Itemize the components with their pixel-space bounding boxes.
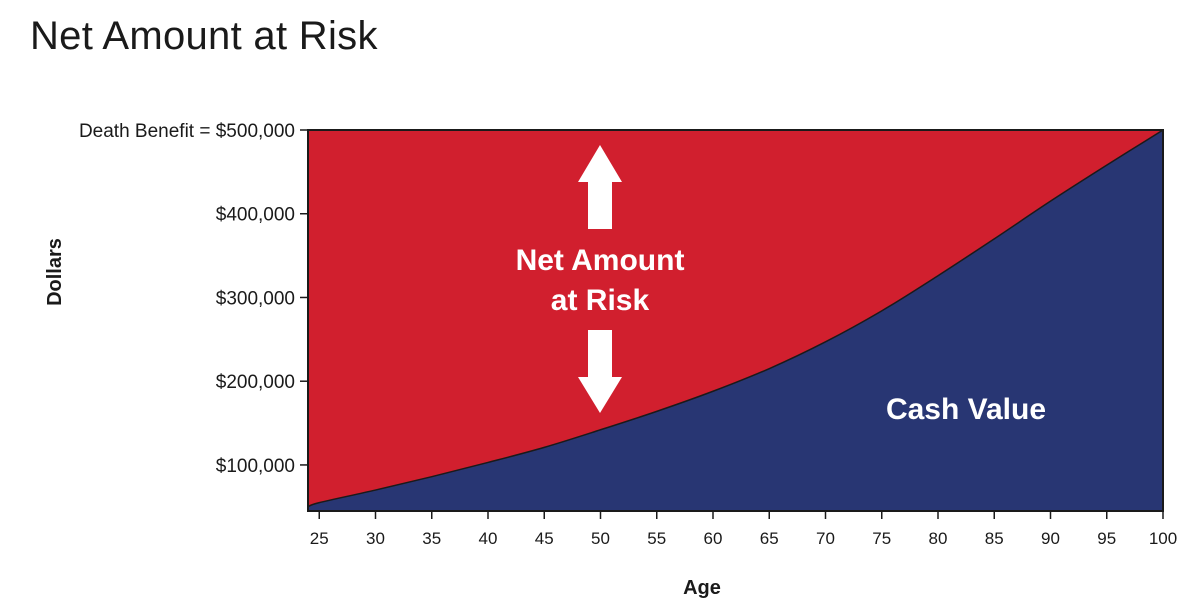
down-arrow-icon <box>578 330 622 413</box>
x-tick-label: 65 <box>760 529 779 548</box>
y-tick-label: $400,000 <box>216 205 295 226</box>
cash-value-label: Cash Value <box>886 393 1046 426</box>
y-axis-title: Dollars <box>44 238 66 306</box>
up-arrow-icon <box>578 145 622 229</box>
net-amount-at-risk-label: Net Amount <box>516 244 685 277</box>
x-tick-label: 90 <box>1041 529 1060 548</box>
x-tick-label: 45 <box>535 529 554 548</box>
page-title: Net Amount at Risk <box>30 14 378 58</box>
x-tick-label: 40 <box>479 529 498 548</box>
x-tick-label: 80 <box>929 529 948 548</box>
x-tick-label: 25 <box>310 529 329 548</box>
y-tick-label: $200,000 <box>216 372 295 393</box>
x-tick-label: 75 <box>872 529 891 548</box>
x-tick-label: 55 <box>647 529 666 548</box>
cash-value-line <box>307 129 1164 508</box>
y-tick-label: $100,000 <box>216 456 295 477</box>
x-tick-label: 70 <box>816 529 835 548</box>
x-axis-title: Age <box>683 577 721 599</box>
net-amount-at-risk-label: at Risk <box>551 284 650 317</box>
y-tick-label: Death Benefit = $500,000 <box>79 121 295 142</box>
x-tick-label: 85 <box>985 529 1004 548</box>
plot-frame <box>307 129 1164 512</box>
x-tick-label: 30 <box>366 529 385 548</box>
x-tick-label: 60 <box>704 529 723 548</box>
y-tick-label: $300,000 <box>216 288 295 309</box>
x-tick-label: 50 <box>591 529 610 548</box>
x-tick-label: 95 <box>1097 529 1116 548</box>
x-tick-label: 35 <box>422 529 441 548</box>
cash-value-area <box>308 130 1163 511</box>
x-tick-label: 100 <box>1149 529 1177 548</box>
